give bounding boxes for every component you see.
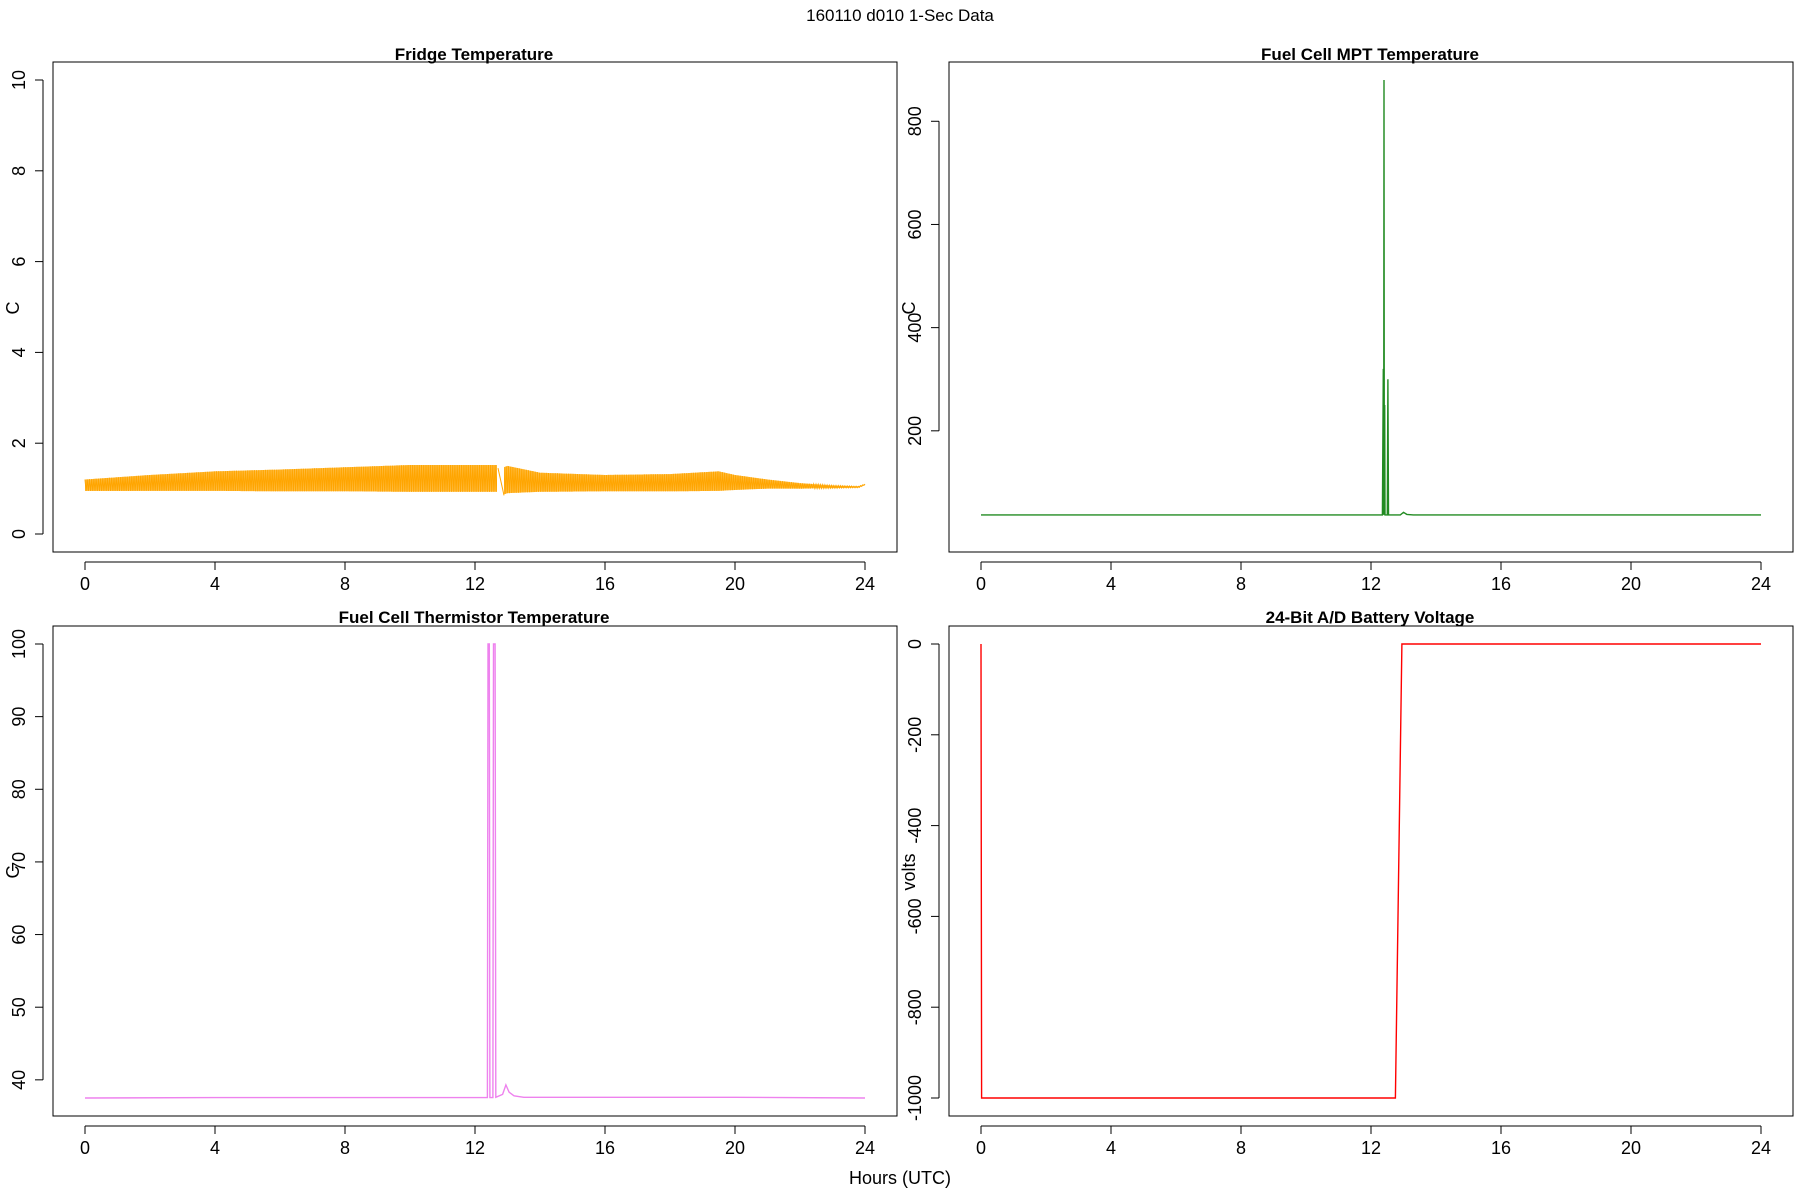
x-tick-label: 20 — [1621, 1138, 1641, 1158]
x-tick-label: 4 — [210, 574, 220, 594]
y-tick-label: 6 — [9, 257, 29, 267]
y-tick-label: 200 — [905, 416, 925, 446]
y-tick-label: 4 — [9, 347, 29, 357]
x-tick-label: 16 — [595, 1138, 615, 1158]
y-tick-label: 80 — [9, 779, 29, 799]
x-tick-label: 0 — [976, 1138, 986, 1158]
x-tick-label: 16 — [1491, 574, 1511, 594]
x-axis: 0 4 8 12 16 20 24 — [976, 1125, 1771, 1158]
data-series — [84, 643, 866, 1099]
panel-title: Fuel Cell MPT Temperature — [1261, 45, 1479, 64]
y-tick-label: 0 — [905, 639, 925, 649]
x-tick-label: 8 — [1236, 574, 1246, 594]
y-tick-label: 100 — [9, 629, 29, 659]
x-tick-label: 16 — [595, 574, 615, 594]
panel-fuel-cell-thermistor-temperature: Fuel Cell Thermistor Temperature C 0 4 8 12… — [3, 608, 898, 1158]
y-tick-label: 400 — [905, 313, 925, 343]
y-tick-label: 70 — [9, 852, 29, 872]
y-tick-label: 40 — [9, 1070, 29, 1090]
y-axis: 200 400 600 800 — [905, 106, 940, 446]
x-tick-label: 12 — [465, 574, 485, 594]
panel-title: Fuel Cell Thermistor Temperature — [339, 608, 610, 627]
figure-title: 160110 d010 1-Sec Data — [806, 6, 994, 25]
y-tick-label: 600 — [905, 209, 925, 239]
x-tick-label: 4 — [210, 1138, 220, 1158]
y-tick-label: 50 — [9, 997, 29, 1017]
y-tick-label: -600 — [905, 898, 925, 934]
y-tick-label: -400 — [905, 808, 925, 844]
y-axis-label: volts — [899, 853, 919, 890]
y-axis: 40 50 60 70 80 90 100 — [9, 629, 44, 1090]
x-tick-label: 16 — [1491, 1138, 1511, 1158]
x-axis-title: Hours (UTC) — [849, 1168, 951, 1188]
gap-connector — [497, 468, 505, 496]
y-tick-label: 2 — [9, 438, 29, 448]
x-tick-label: 24 — [1751, 1138, 1771, 1158]
data-series — [980, 643, 1761, 1099]
panel-title: Fridge Temperature — [395, 45, 553, 64]
plot-frame — [52, 61, 898, 553]
y-axis: -1000 -800 -600 -400 -200 0 — [905, 639, 940, 1121]
y-axis-label: C — [899, 302, 919, 315]
x-tick-label: 20 — [1621, 574, 1641, 594]
y-tick-label: -1000 — [905, 1075, 925, 1121]
data-series — [981, 79, 1761, 516]
x-tick-label: 12 — [1361, 574, 1381, 594]
plot-frame — [948, 61, 1794, 553]
y-tick-label: -200 — [905, 717, 925, 753]
x-tick-label: 12 — [465, 1138, 485, 1158]
x-tick-label: 20 — [725, 1138, 745, 1158]
x-tick-label: 0 — [80, 1138, 90, 1158]
x-tick-label: 4 — [1106, 1138, 1116, 1158]
series-line — [980, 643, 1761, 1099]
x-axis: 0 4 8 12 16 20 24 — [976, 561, 1771, 594]
y-axis-label: C — [3, 302, 23, 315]
y-tick-label: 0 — [9, 529, 29, 539]
y-axis-label: C — [3, 866, 23, 879]
y-tick-label: 8 — [9, 166, 29, 176]
series-line — [981, 79, 1761, 516]
y-tick-label: 800 — [905, 106, 925, 136]
y-tick-label: -800 — [905, 989, 925, 1025]
x-tick-label: 0 — [976, 574, 986, 594]
y-tick-label: 60 — [9, 925, 29, 945]
x-tick-label: 8 — [1236, 1138, 1246, 1158]
x-tick-label: 0 — [80, 574, 90, 594]
x-tick-label: 24 — [855, 1138, 875, 1158]
x-axis: 0 4 8 12 16 20 24 — [80, 1125, 875, 1158]
plot-frame — [52, 625, 898, 1117]
panel-title: 24-Bit A/D Battery Voltage — [1266, 608, 1475, 627]
y-axis: 0 2 4 6 8 10 — [9, 70, 44, 539]
x-tick-label: 20 — [725, 574, 745, 594]
x-tick-label: 24 — [1751, 574, 1771, 594]
series-line — [84, 643, 866, 1099]
x-tick-label: 8 — [340, 574, 350, 594]
x-tick-label: 24 — [855, 574, 875, 594]
plot-frame — [948, 625, 1794, 1117]
y-tick-label: 10 — [9, 70, 29, 90]
y-tick-label: 90 — [9, 707, 29, 727]
panel-battery-voltage: 24-Bit A/D Battery Voltage volts 0 4 8 12 16… — [899, 608, 1794, 1158]
x-tick-label: 12 — [1361, 1138, 1381, 1158]
x-tick-label: 8 — [340, 1138, 350, 1158]
fridge-temperature-line — [84, 464, 866, 495]
x-tick-label: 4 — [1106, 574, 1116, 594]
x-axis: 0 4 8 12 16 20 24 — [80, 561, 875, 594]
data-series — [84, 461, 866, 498]
panel-fuel-cell-mpt-temperature: Fuel Cell MPT Temperature C 0 4 8 12 16 20 24 … — [899, 45, 1794, 594]
